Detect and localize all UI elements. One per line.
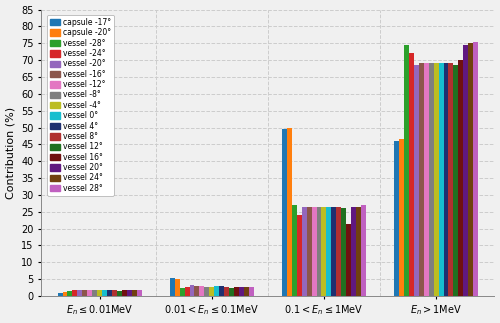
Bar bbox=[136, 290, 141, 296]
Bar bbox=[302, 207, 306, 296]
Bar bbox=[204, 287, 210, 296]
Bar bbox=[92, 290, 97, 296]
Bar bbox=[97, 290, 102, 296]
Bar bbox=[287, 128, 292, 296]
Bar bbox=[190, 285, 194, 296]
Bar bbox=[306, 207, 312, 296]
Bar bbox=[102, 290, 107, 296]
Bar bbox=[239, 287, 244, 296]
Bar bbox=[174, 279, 180, 296]
Bar bbox=[180, 287, 184, 296]
Bar bbox=[428, 64, 434, 296]
Bar bbox=[438, 64, 444, 296]
Bar bbox=[72, 290, 78, 296]
Bar bbox=[458, 60, 464, 296]
Bar bbox=[468, 43, 473, 296]
Bar bbox=[419, 64, 424, 296]
Bar bbox=[464, 45, 468, 296]
Bar bbox=[249, 287, 254, 296]
Bar bbox=[82, 290, 87, 296]
Bar bbox=[78, 290, 82, 296]
Bar bbox=[87, 290, 92, 296]
Bar bbox=[351, 207, 356, 296]
Bar bbox=[132, 290, 136, 296]
Bar bbox=[229, 287, 234, 296]
Bar bbox=[297, 215, 302, 296]
Bar bbox=[336, 207, 341, 296]
Bar bbox=[312, 207, 316, 296]
Bar bbox=[326, 207, 332, 296]
Bar bbox=[214, 286, 219, 296]
Bar bbox=[194, 286, 200, 296]
Bar bbox=[409, 53, 414, 296]
Bar bbox=[58, 293, 62, 296]
Bar bbox=[424, 64, 428, 296]
Bar bbox=[62, 292, 68, 296]
Bar bbox=[414, 65, 419, 296]
Bar bbox=[434, 64, 438, 296]
Bar bbox=[404, 45, 409, 296]
Bar bbox=[122, 290, 126, 296]
Bar bbox=[170, 278, 174, 296]
Bar bbox=[68, 291, 72, 296]
Bar bbox=[332, 207, 336, 296]
Bar bbox=[107, 290, 112, 296]
Bar bbox=[361, 205, 366, 296]
Bar bbox=[454, 65, 458, 296]
Bar bbox=[117, 291, 122, 296]
Bar bbox=[399, 139, 404, 296]
Bar bbox=[292, 205, 297, 296]
Bar bbox=[473, 42, 478, 296]
Legend: capsule -17°, capsule -20°, vessel -28°, vessel -24°, vessel -20°, vessel -16°, : capsule -17°, capsule -20°, vessel -28°,… bbox=[48, 15, 114, 196]
Bar bbox=[394, 141, 399, 296]
Bar bbox=[282, 129, 287, 296]
Bar bbox=[112, 290, 117, 296]
Bar bbox=[444, 64, 448, 296]
Bar bbox=[341, 208, 346, 296]
Bar bbox=[200, 286, 204, 296]
Bar bbox=[346, 224, 351, 296]
Bar bbox=[244, 287, 249, 296]
Bar bbox=[316, 207, 322, 296]
Bar bbox=[184, 287, 190, 296]
Bar bbox=[210, 287, 214, 296]
Bar bbox=[448, 64, 454, 296]
Bar bbox=[224, 287, 229, 296]
Y-axis label: Contribution (%): Contribution (%) bbox=[6, 107, 16, 199]
Bar bbox=[356, 207, 361, 296]
Bar bbox=[219, 286, 224, 296]
Bar bbox=[322, 207, 326, 296]
Bar bbox=[234, 287, 239, 296]
Bar bbox=[126, 290, 132, 296]
